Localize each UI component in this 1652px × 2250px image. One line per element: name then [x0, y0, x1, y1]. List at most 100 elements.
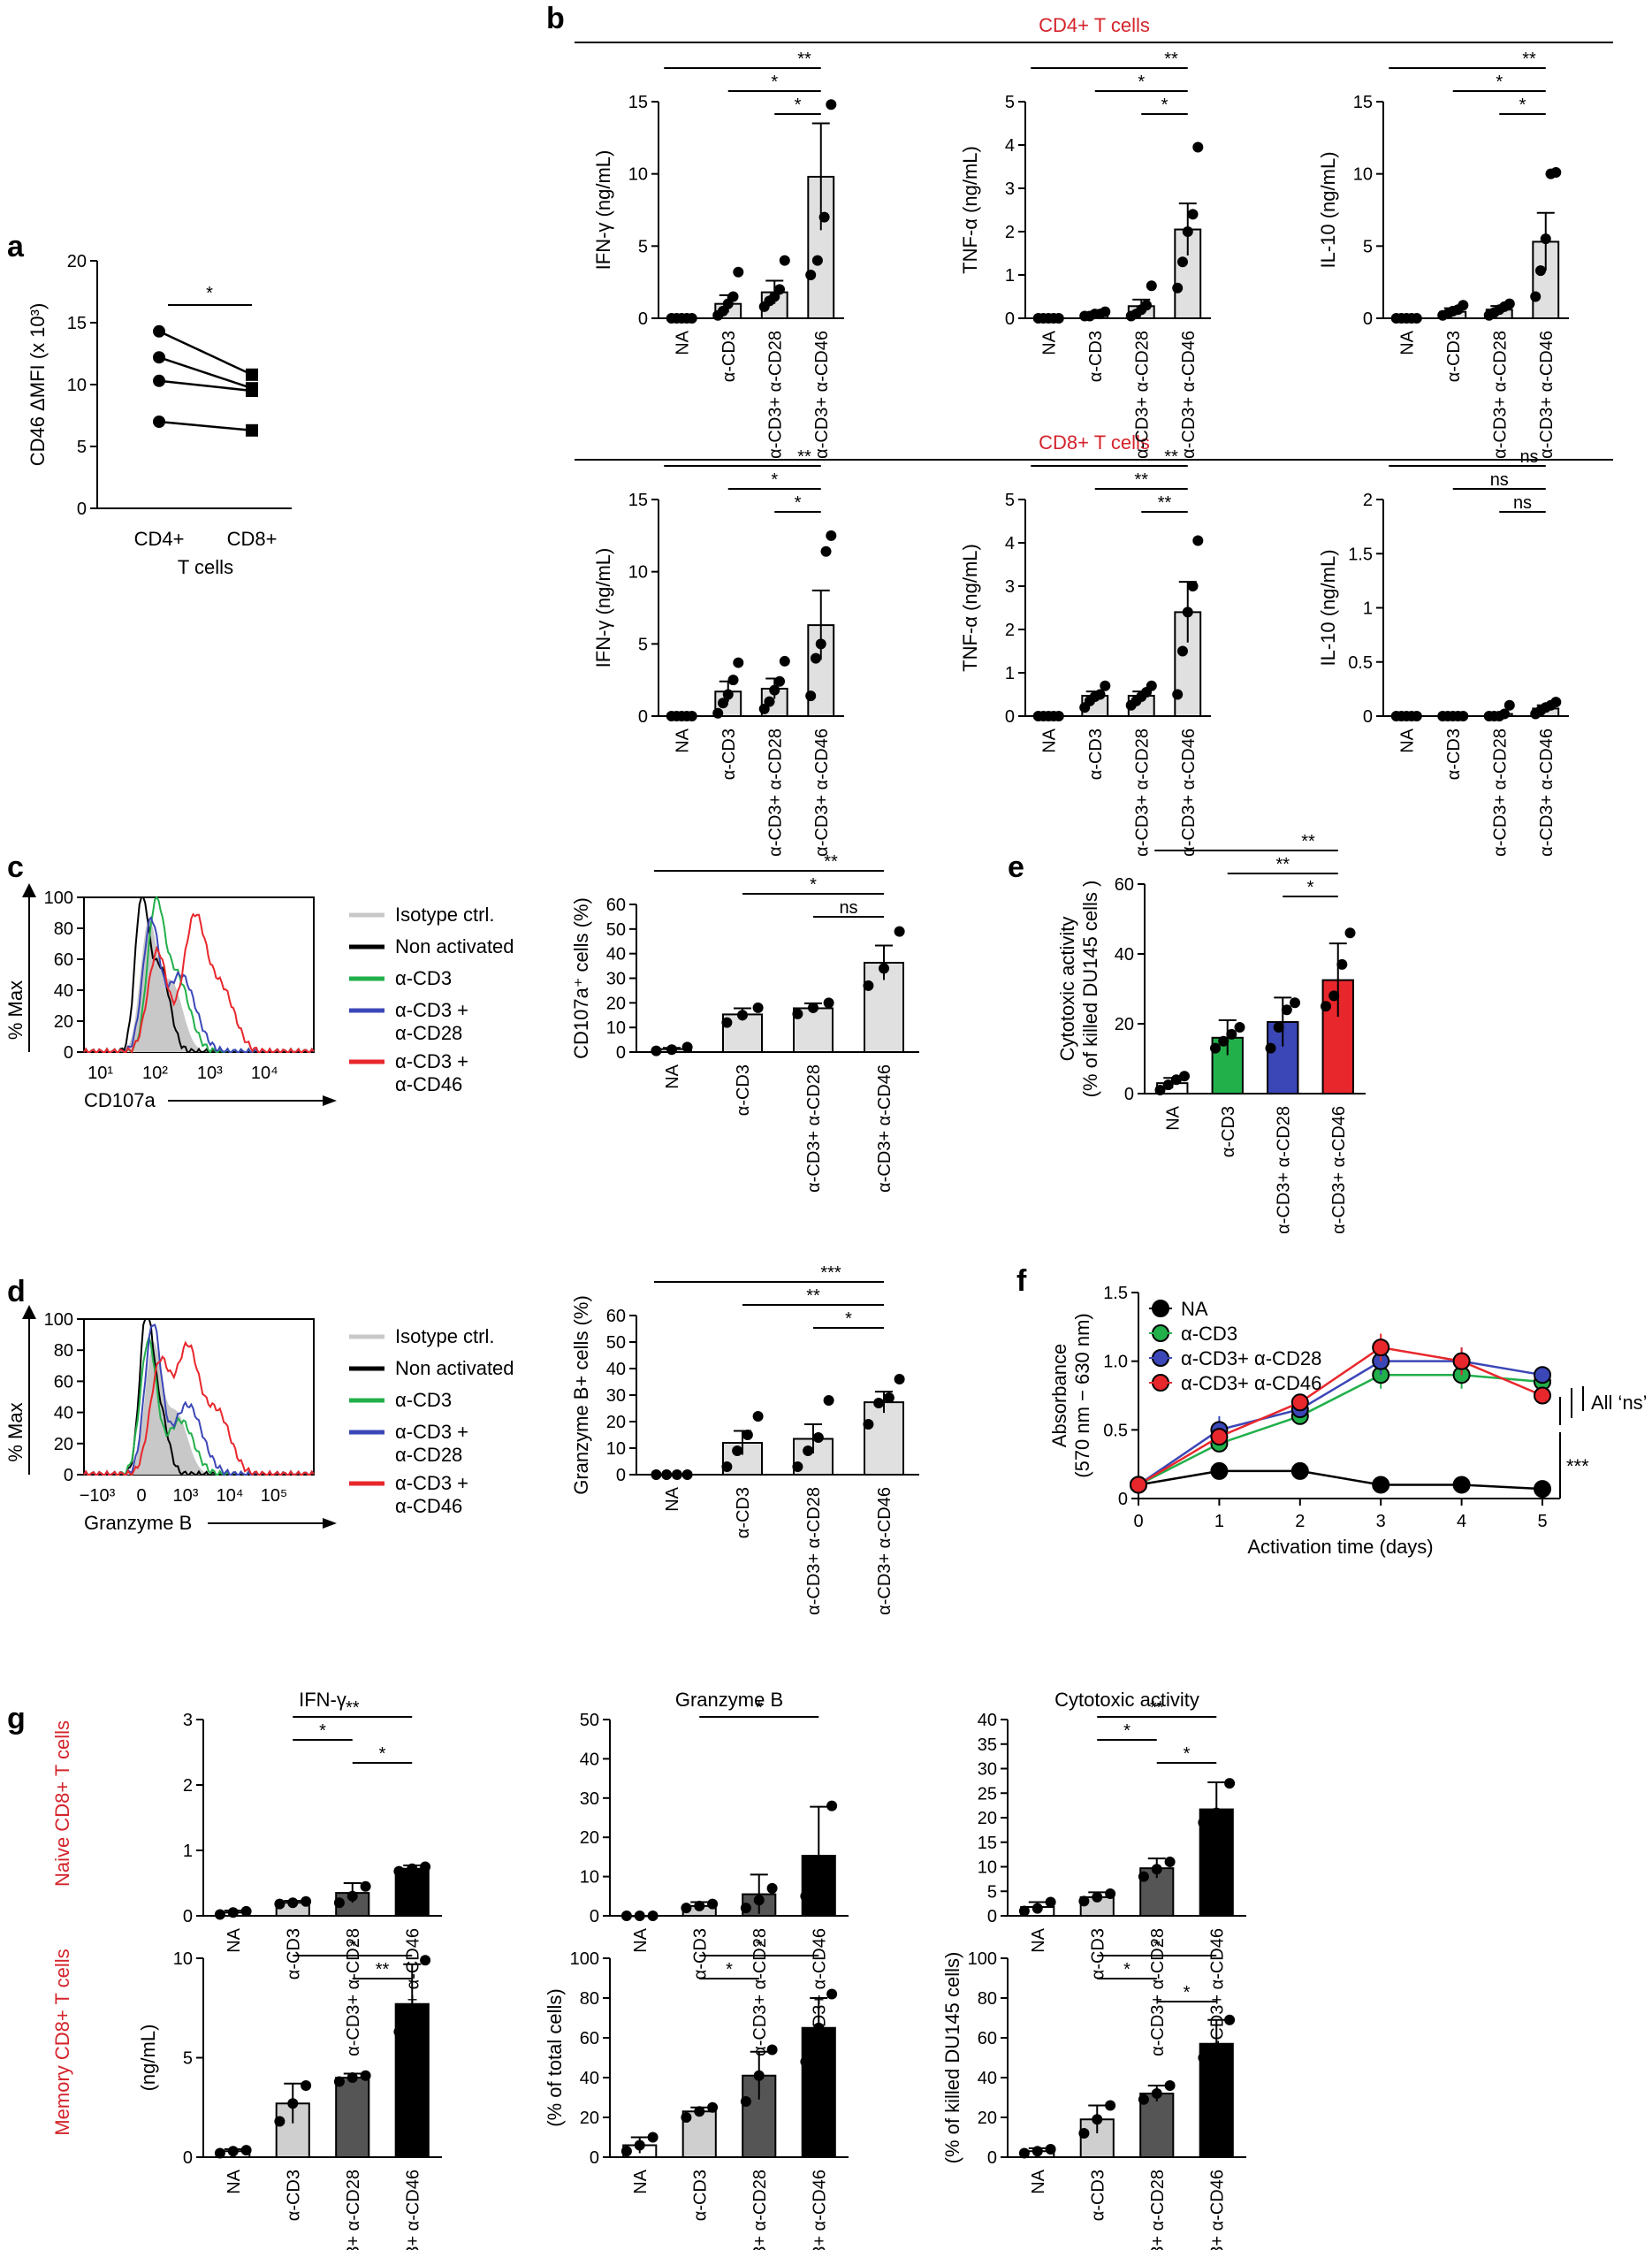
x-tick-label: α-CD3+ α-CD46: [810, 2170, 829, 2250]
data-point: [753, 1895, 765, 1906]
x-axis-label: CD107a: [84, 1089, 156, 1111]
y-tick-label: 10: [606, 1439, 626, 1459]
y-tick-label: 20: [54, 1012, 73, 1032]
significance-label: **: [1275, 855, 1290, 874]
significance-label: *: [1496, 72, 1503, 92]
data-point: [694, 1900, 705, 1911]
y-tick-label: 5: [1005, 93, 1015, 112]
data-point: [1094, 689, 1106, 700]
data-point: [651, 1469, 662, 1480]
data-point: [873, 1398, 885, 1408]
x-tick-label: α-CD3: [719, 331, 739, 382]
x-tick-label: −10³: [80, 1486, 116, 1506]
y-tick-label: 0: [616, 1043, 626, 1063]
data-point: [813, 2022, 825, 2033]
data-point: [883, 1392, 895, 1403]
data-point: [826, 99, 837, 111]
significance-label: *: [349, 1937, 356, 1956]
chart-b_cd4_tnfa: 0 1 2 3 4 5 TNF-α (ng/mL) NA α-CD3 α-CD3+ α-CD28 α…: [959, 50, 1211, 459]
y-tick-label: 0.5: [1103, 1421, 1128, 1440]
x-tick-label: NA: [673, 728, 692, 752]
x-tick-label: α-CD3: [284, 2170, 303, 2221]
data-point: [1164, 2080, 1176, 2091]
y-tick-label: 1.5: [1103, 1284, 1128, 1303]
data-point: [1534, 1480, 1551, 1499]
data-point: [1053, 313, 1064, 324]
data-point: [420, 1955, 431, 1966]
y-tick-label: 30: [580, 1789, 599, 1809]
data-point: [1187, 209, 1199, 220]
significance-label: ns: [839, 898, 857, 918]
significance-label: *: [319, 1721, 326, 1741]
data-point: [721, 1461, 733, 1472]
chart-e: 0 20 40 60 Cytotoxic activity (% of killed DU…: [1056, 832, 1366, 1234]
x-tick-label: α-CD3: [1086, 728, 1106, 780]
legend-label: Isotype ctrl.: [395, 904, 494, 926]
y-tick-label: 60: [580, 2029, 599, 2048]
y-tick-label: 100: [44, 889, 73, 908]
x-tick-label: NA: [631, 2169, 651, 2193]
data-point: [792, 1008, 803, 1019]
y-arrow-head: [22, 883, 36, 897]
data-point: [707, 2101, 719, 2113]
data-point: [1032, 2146, 1043, 2157]
x-tick-label: NA: [225, 1927, 244, 1952]
significance-label: **: [1301, 832, 1315, 851]
naive-section-title: Naive CD8+ T cells: [51, 1720, 73, 1887]
y-tick-label: 1: [1005, 664, 1015, 683]
x-tick-label: α-CD3+ α-CD46: [1329, 1106, 1349, 1234]
x-tick-label: 5: [1537, 1512, 1547, 1531]
chart-b_cd8_ifng: 0 5 10 15 IFN-γ (ng/mL) NA α-CD3 α-CD3+ α-CD28 α…: [592, 447, 844, 857]
data-point: [620, 1911, 632, 1921]
pair-line: [158, 420, 253, 432]
panel-label-b: b: [546, 2, 565, 35]
data-point-cd4: [153, 416, 165, 428]
data-point: [1100, 680, 1111, 691]
x-tick-label: 10⁵: [261, 1486, 288, 1506]
data-point: [800, 1890, 811, 1902]
x-tick-label: α-CD3+ α-CD46: [1537, 728, 1557, 857]
x-arrow-head: [323, 1095, 337, 1106]
x-tick-label: 10³: [173, 1486, 199, 1506]
data-point: [722, 689, 734, 700]
significance-label: *: [771, 470, 778, 490]
significance-label: ***: [820, 1263, 841, 1283]
bar: [275, 2102, 310, 2158]
panel-label-c: c: [7, 850, 24, 884]
significance-label: **: [797, 50, 811, 69]
x-tick-label: α-CD3: [1088, 2170, 1108, 2221]
bar: [1079, 2118, 1115, 2158]
data-point: [727, 675, 739, 686]
y-tick-label: 60: [606, 1307, 626, 1326]
x-tick-label: α-CD3+ α-CD46: [1179, 331, 1199, 459]
y-tick-label: 15: [628, 491, 648, 510]
y-tick-label: 0: [590, 2148, 599, 2168]
pair-line: [158, 330, 253, 376]
significance-label: *: [206, 284, 213, 303]
x-tick-label: 10²: [142, 1064, 168, 1083]
legend-label: α-CD3+ α-CD46: [1181, 1372, 1321, 1394]
data-point: [1151, 1864, 1162, 1875]
data-point: [634, 2139, 645, 2151]
y-tick-label: 60: [978, 2029, 997, 2048]
data-point: [1045, 1896, 1056, 1908]
x-tick-label: α-CD3+ α-CD28: [804, 1064, 824, 1193]
y-tick-label: 15: [67, 314, 87, 333]
significance-label: **: [1158, 493, 1172, 513]
panel-label-g: g: [7, 1702, 26, 1735]
legend-label: Non activated: [395, 1357, 514, 1379]
y-axis-label: (% of killed DU145 cells): [941, 1952, 963, 2164]
y-axis-label: IFN-γ (ng/mL): [592, 150, 614, 271]
y-tick-label: 40: [1115, 945, 1134, 965]
significance-label: **: [806, 1286, 820, 1306]
significance-label: *: [1123, 1960, 1131, 1979]
data-point: [1321, 1001, 1331, 1012]
data-point: [227, 1907, 239, 1918]
y-tick-label: 15: [978, 1834, 997, 1853]
legend-label: Isotype ctrl.: [395, 1325, 494, 1347]
data-point: [1290, 1461, 1309, 1480]
y-tick-label: 3: [1005, 179, 1015, 199]
y-tick-label: 60: [1115, 875, 1134, 895]
data-point: [894, 1374, 905, 1384]
